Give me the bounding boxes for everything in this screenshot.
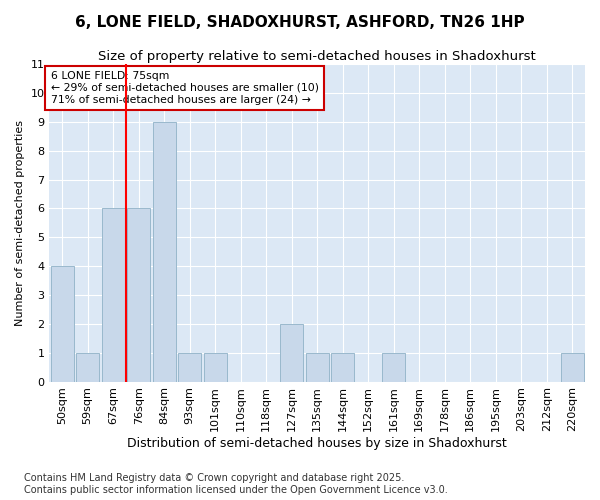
Bar [127,208,150,382]
Text: Contains HM Land Registry data © Crown copyright and database right 2025.
Contai: Contains HM Land Registry data © Crown c… [24,474,448,495]
Bar [306,352,329,382]
Bar [382,352,405,382]
Bar [76,352,99,382]
Text: 6, LONE FIELD, SHADOXHURST, ASHFORD, TN26 1HP: 6, LONE FIELD, SHADOXHURST, ASHFORD, TN2… [75,15,525,30]
Bar [204,352,227,382]
Bar [280,324,303,382]
Title: Size of property relative to semi-detached houses in Shadoxhurst: Size of property relative to semi-detach… [98,50,536,63]
X-axis label: Distribution of semi-detached houses by size in Shadoxhurst: Distribution of semi-detached houses by … [127,437,507,450]
Bar [561,352,584,382]
Bar [101,208,125,382]
Y-axis label: Number of semi-detached properties: Number of semi-detached properties [15,120,25,326]
Bar [153,122,176,382]
Bar [178,352,201,382]
Bar [331,352,354,382]
Bar [50,266,74,382]
Text: 6 LONE FIELD: 75sqm
← 29% of semi-detached houses are smaller (10)
71% of semi-d: 6 LONE FIELD: 75sqm ← 29% of semi-detach… [50,72,319,104]
